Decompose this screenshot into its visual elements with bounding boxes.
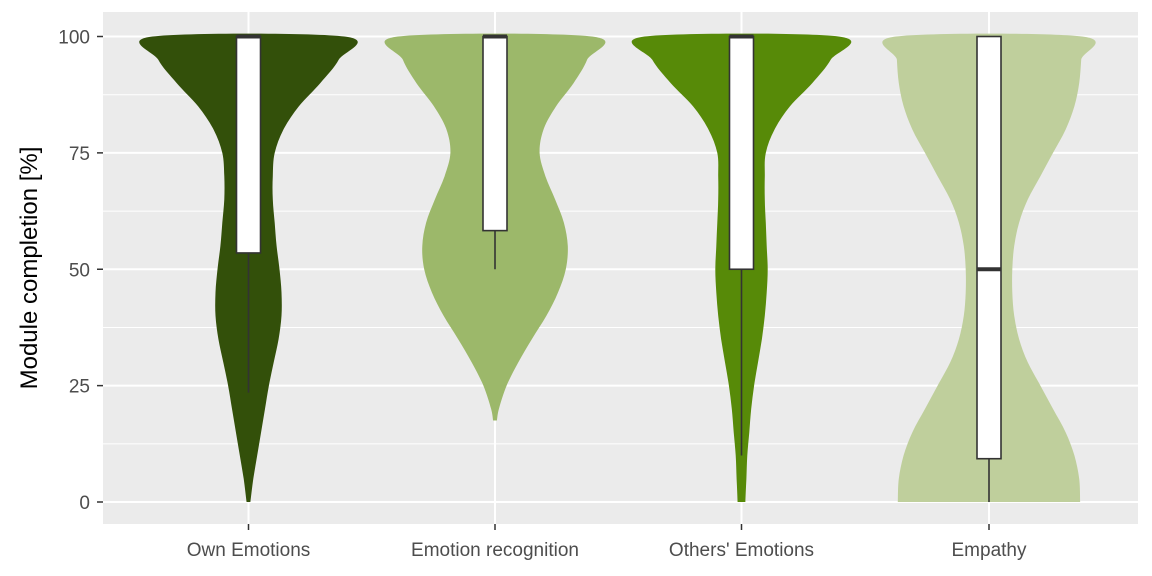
y-tick-label: 75 — [69, 144, 90, 165]
y-axis-title: Module completion [%] — [16, 147, 43, 390]
box-emotion-recognition — [482, 35, 508, 232]
box-empathy — [976, 35, 1002, 460]
x-tick-label: Empathy — [952, 540, 1027, 561]
boxplots — [235, 34, 1002, 502]
y-tick-label: 100 — [58, 28, 90, 49]
x-tick-label: Emotion recognition — [411, 540, 579, 561]
box-others-emotions — [728, 35, 755, 271]
x-axis: Own Emotions Emotion recognition Others' E… — [187, 524, 1027, 561]
x-tick-label: Others' Emotions — [669, 540, 814, 561]
y-tick-label: 50 — [69, 260, 90, 281]
x-tick-label: Own Emotions — [187, 540, 311, 561]
box-own-emotions — [235, 35, 262, 254]
y-tick-label: 0 — [79, 493, 90, 514]
y-axis: 0 25 50 75 100 — [58, 28, 103, 514]
y-tick-label: 25 — [69, 377, 90, 398]
